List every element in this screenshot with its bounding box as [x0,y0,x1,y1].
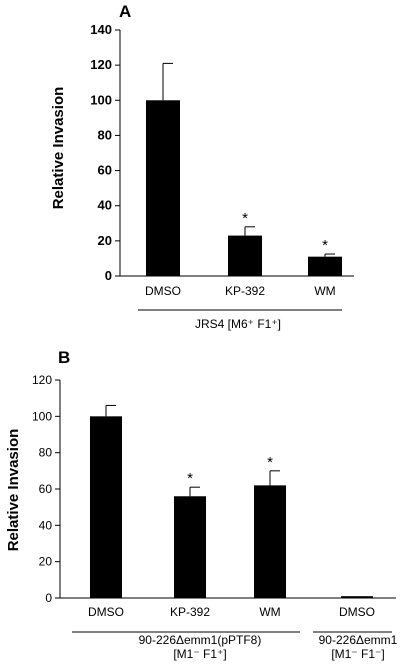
ytick-label: 60 [98,163,112,178]
ytick-label: 100 [90,92,112,107]
panel-a-group-label: JRS4 [M6⁺ F1⁺] [195,317,281,331]
category-label: WM [259,605,280,619]
ytick-label: 120 [90,57,112,72]
significance-marker: * [322,237,328,254]
significance-marker: * [242,210,248,227]
panel-b-group1-line2: [M1⁻ F1⁺] [173,647,226,661]
panel-a-bars: DMSO * KP-392 * WM [145,62,342,298]
bar [254,485,286,598]
significance-marker: * [187,470,193,487]
panel-b-label: B [58,348,70,367]
significance-marker: * [267,454,273,471]
ytick-label: 100 [32,409,52,423]
ytick-label: 0 [105,268,112,283]
category-label: DMSO [88,605,124,619]
panel-b-group2-line1: 90-226Δemm1 [319,633,398,647]
bar [174,496,206,598]
bar [146,100,180,277]
bar [341,596,373,598]
panel-b: B Relative Invasion 0 20 40 60 80 100 120 DMSO… [5,348,398,661]
panel-b-group1-line1: 90-226Δemm1(pPTF8) [139,633,262,647]
category-label: KP-392 [225,284,265,298]
panel-a-ylabel: Relative Invasion [50,87,67,210]
panel-b-bars: DMSO * KP-392 * WM DMSO [88,404,375,619]
ytick-label: 20 [39,555,53,569]
ytick-label: 120 [32,373,52,387]
ytick-label: 40 [98,198,112,213]
category-label: WM [314,284,335,298]
panel-b-group2-line2: [M1⁻ F1⁻] [331,647,384,661]
ytick-label: 60 [39,482,53,496]
ytick-label: 20 [98,233,112,248]
ytick-label: 140 [90,22,112,37]
panel-a-label: A [119,2,131,21]
ytick-label: 80 [39,446,53,460]
panel-b-yticks: 0 20 40 60 80 100 120 [32,373,60,605]
bar [308,256,342,276]
ytick-label: 80 [98,127,112,142]
category-label: KP-392 [170,605,210,619]
bar [228,235,262,276]
ytick-label: 0 [45,591,52,605]
category-label: DMSO [339,605,375,619]
panel-b-ylabel: Relative Invasion [5,429,22,552]
category-label: DMSO [145,284,181,298]
panel-a-yticks: 0 20 40 60 80 100 120 140 [90,22,120,283]
ytick-label: 40 [39,518,53,532]
panel-a: A Relative Invasion 0 20 40 60 80 100 120 140 D… [50,2,354,331]
bar [90,416,122,598]
